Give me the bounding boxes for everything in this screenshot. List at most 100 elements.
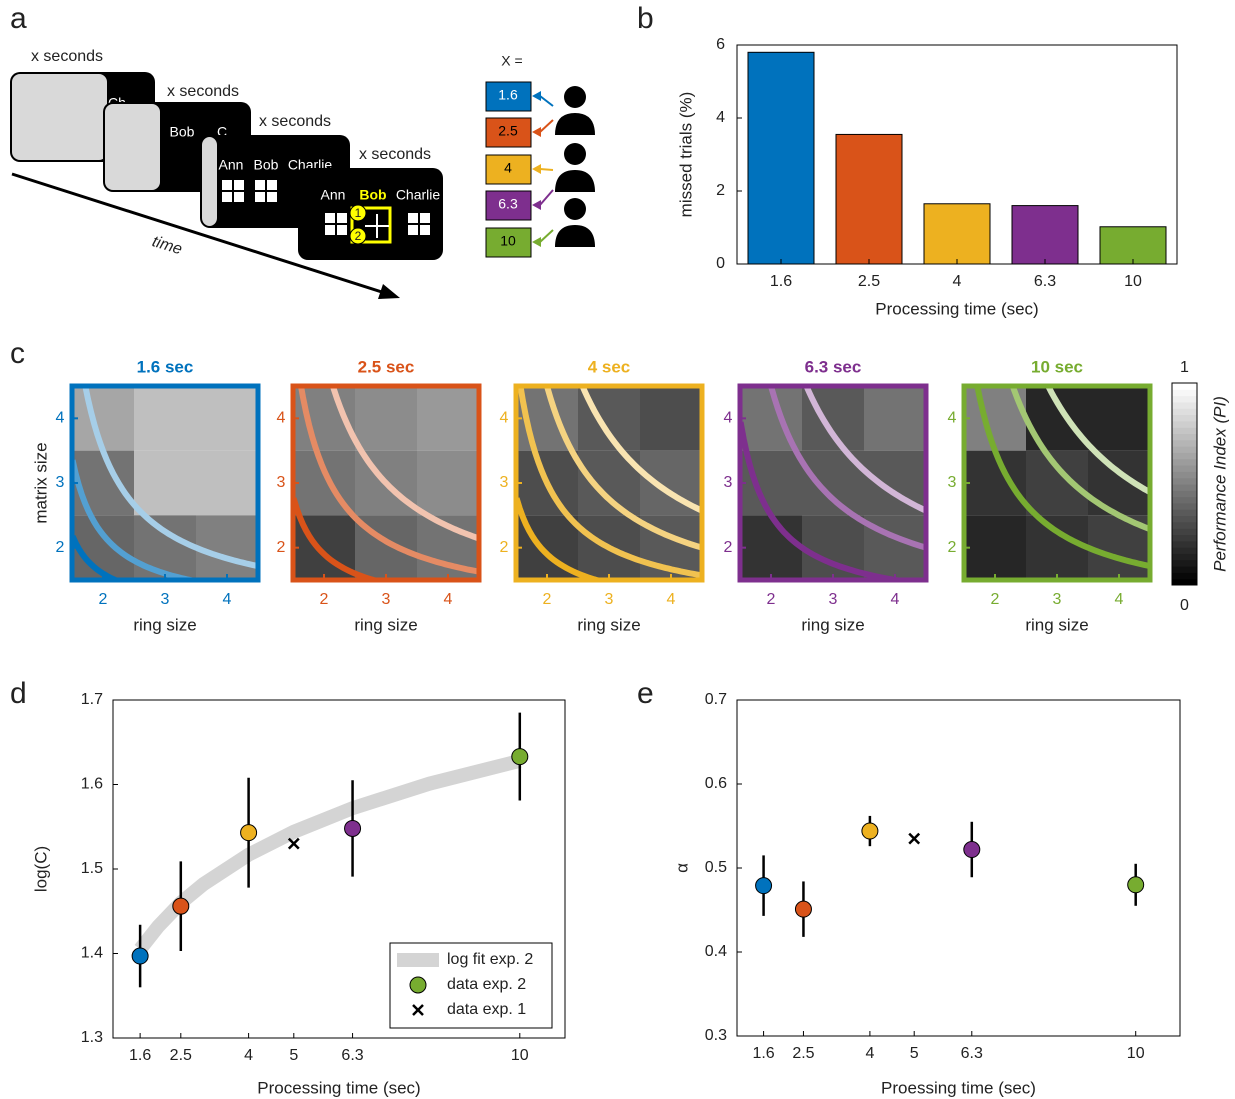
heat-cell: [196, 450, 258, 516]
contour: [72, 535, 124, 580]
matrix-cell: [267, 180, 277, 190]
heat-cell: [355, 386, 417, 451]
x-axis-label: Processing time (sec): [875, 299, 1038, 318]
matrix-cell: [420, 213, 430, 223]
colorbar-step: [1172, 484, 1197, 491]
axes-box: [736, 44, 1178, 265]
time-label: time: [150, 233, 184, 258]
y-tick-label: 2: [500, 539, 509, 556]
link: [539, 229, 554, 243]
panel-label: d: [10, 677, 27, 710]
colorbar-step: [1172, 509, 1197, 517]
matrix-cell: [255, 192, 265, 202]
link-head: [532, 127, 541, 137]
screen-name: Bob: [254, 157, 279, 173]
contour: [579, 386, 702, 514]
contour: [740, 421, 915, 580]
y-axis-label: α: [672, 863, 691, 873]
heat-cell: [72, 515, 134, 580]
heat-cell: [134, 386, 196, 451]
time-arrowhead: [378, 284, 400, 299]
screen-duration: x seconds: [259, 113, 331, 130]
matrix-cell: [325, 225, 335, 235]
data-point: [511, 748, 529, 766]
legend-label: log fit exp. 2: [447, 951, 533, 968]
colorbar-step: [1172, 389, 1197, 397]
colorbar-tick-label: 1: [1180, 359, 1189, 376]
legend-label: data exp. 2: [447, 976, 526, 993]
colorbar-step: [1172, 534, 1197, 542]
bar: [835, 133, 903, 265]
link-head: [532, 91, 541, 101]
matrix-cell: [408, 225, 418, 235]
data-point: [963, 841, 981, 859]
link: [539, 119, 554, 133]
screen-name: Ann: [321, 187, 346, 203]
fit-band: [134, 754, 522, 954]
colorbar-step: [1172, 490, 1197, 498]
cross-stroke: [287, 837, 300, 850]
data-point: [344, 819, 362, 837]
link-head: [532, 200, 541, 210]
colorbar-step: [1172, 559, 1197, 567]
y-tick-label: 4: [724, 410, 733, 427]
colorbar-step: [1172, 458, 1197, 466]
y-tick-label: 1.4: [81, 945, 103, 962]
x-tick-label: 2.5: [170, 1047, 192, 1064]
y-axis-label: missed trials (%): [676, 92, 695, 218]
person-head: [564, 86, 586, 108]
panel-label: e: [637, 677, 654, 710]
y-tick-label: 1.5: [81, 860, 103, 877]
y-axis-label: log(C): [31, 846, 50, 892]
x-tick-label: 4: [891, 591, 900, 608]
x-tick-label: 2: [991, 591, 1000, 608]
colorbar-step: [1172, 477, 1197, 485]
colorbar-tick-label: 0: [1180, 597, 1189, 614]
legend-label: data exp. 1: [447, 1001, 526, 1018]
data-point: [861, 822, 879, 840]
cross-marker: [287, 837, 300, 850]
x-tick-label: 2: [543, 591, 552, 608]
panel-label: a: [10, 2, 27, 35]
colorbar-step: [1172, 572, 1197, 580]
x-tick-label: 5: [289, 1047, 298, 1064]
colorbar-step: [1172, 383, 1197, 390]
x-tick-label: 1.6: [770, 273, 792, 290]
screen-name: Charlie: [396, 187, 441, 203]
x-equals: X =: [501, 53, 522, 69]
matrix-cell: [420, 225, 430, 235]
heatmap-title: 2.5 sec: [358, 357, 415, 376]
matrix-cell: [337, 225, 347, 235]
heat-cell: [964, 450, 1026, 516]
x-axis-label: ring size: [801, 615, 864, 634]
x-tick-label: 6.3: [341, 1047, 363, 1064]
person-head: [564, 198, 586, 220]
matrix-cell: [222, 192, 232, 202]
bar: [1099, 226, 1167, 265]
bar: [1011, 205, 1079, 265]
x-tick-label: 10: [1127, 1045, 1145, 1062]
heat-cell: [72, 450, 134, 516]
x-tick-label: 10: [1124, 273, 1142, 290]
heat-cell: [134, 515, 196, 580]
y-tick-label: 4: [277, 410, 286, 427]
heatmap-title: 10 sec: [1031, 357, 1083, 376]
heat-cell: [964, 515, 1026, 580]
contour: [329, 386, 479, 542]
person-body: [555, 113, 595, 135]
duration-label: 1.6: [498, 87, 518, 103]
x-tick-label: 6.3: [961, 1045, 983, 1062]
colorbar-step: [1172, 414, 1197, 422]
duration-label: 2.5: [498, 123, 518, 139]
colorbar-step: [1172, 408, 1197, 416]
duration-box: [485, 154, 532, 185]
heat-cell: [196, 386, 258, 451]
y-tick-label: 0.6: [705, 775, 727, 792]
matrix-cell: [222, 180, 232, 190]
matrix-cell: [325, 213, 335, 223]
probe: [349, 204, 367, 222]
screen-blank: [105, 104, 160, 190]
contour: [517, 386, 702, 579]
probe: [349, 227, 367, 245]
